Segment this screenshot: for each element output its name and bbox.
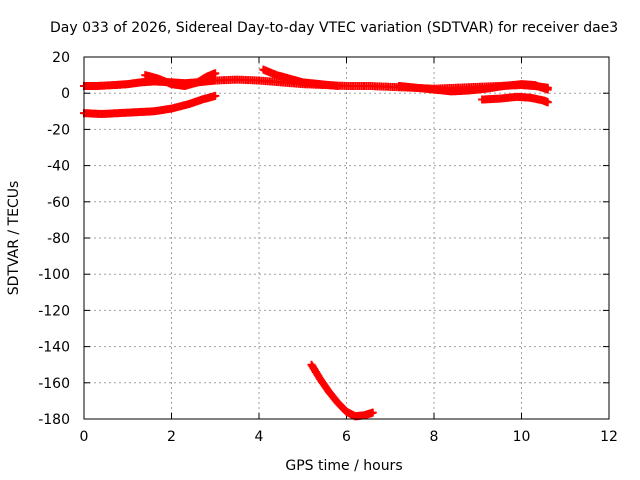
x-tick-label: 0 — [80, 429, 89, 445]
data-point — [211, 91, 220, 100]
series-track-d — [395, 80, 552, 96]
plot-frame — [83, 56, 610, 420]
series-track-c — [259, 65, 342, 90]
data-point — [333, 81, 342, 90]
y-tick-label: -100 — [38, 267, 70, 283]
y-tick-label: -80 — [47, 231, 70, 247]
series-track-g — [307, 360, 377, 421]
series-track-b — [141, 69, 220, 90]
x-tick-labels: 0 2 4 6 8 10 12 — [80, 429, 618, 445]
series-track-f — [478, 92, 552, 107]
series-track-e — [80, 91, 220, 119]
y-tick-label: -20 — [47, 122, 70, 138]
chart-title: Day 033 of 2026, Sidereal Day-to-day VTE… — [50, 20, 618, 36]
y-tick-label: -160 — [38, 376, 70, 392]
y-tick-label: -180 — [38, 412, 70, 428]
data-point — [368, 408, 377, 417]
x-tick-label: 6 — [342, 429, 351, 445]
y-tick-label: -140 — [38, 340, 70, 356]
y-tick-labels: 20 0 -20 -40 -60 -80 -100 -120 -140 -160 -180 — [38, 50, 70, 428]
data-point — [543, 85, 552, 94]
x-tick-label: 2 — [167, 429, 176, 445]
data-point — [543, 98, 552, 107]
x-axis-label: GPS time / hours — [285, 458, 402, 474]
y-tick-label: -40 — [47, 159, 70, 175]
x-tick-label: 10 — [513, 429, 531, 445]
y-tick-label: 0 — [61, 86, 70, 102]
y-axis-label: SDTVAR / TECUs — [6, 181, 22, 296]
data-point — [211, 69, 220, 78]
x-tick-label: 4 — [255, 429, 264, 445]
y-tick-label: 20 — [52, 50, 70, 66]
x-tick-label: 8 — [430, 429, 439, 445]
y-tick-label: -120 — [38, 303, 70, 319]
x-tick-label: 12 — [600, 429, 618, 445]
y-tick-label: -60 — [47, 195, 70, 211]
data-marks — [80, 65, 552, 421]
